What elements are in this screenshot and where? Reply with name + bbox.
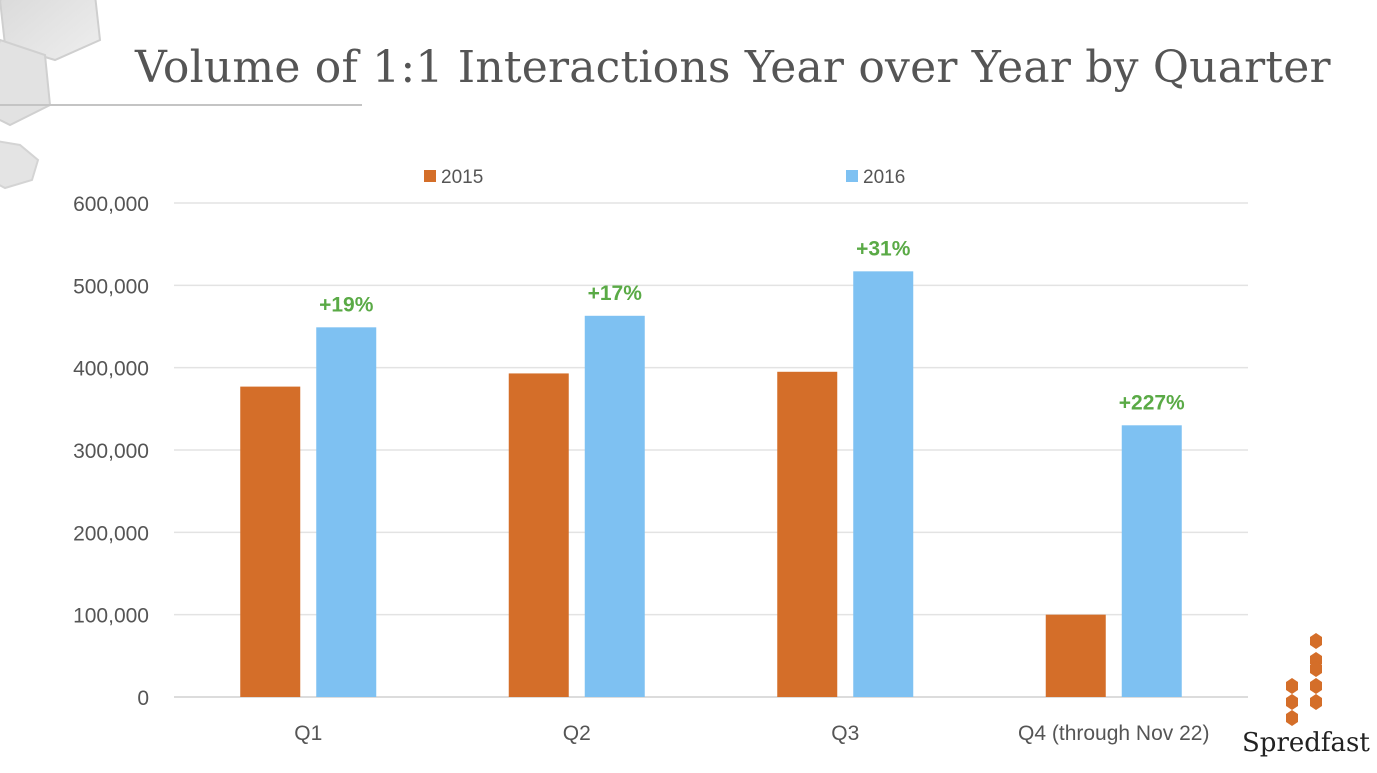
bar-2016-4	[1121, 425, 1182, 697]
title-divider	[0, 104, 362, 106]
spredfast-logo-text: Spredfast	[1242, 728, 1370, 758]
legend: 2015 2016	[424, 167, 905, 188]
decorative-hexagon-pattern	[0, 0, 102, 190]
chart-title: Volume of 1:1 Interactions Year over Yea…	[135, 42, 1331, 93]
x-tick-label: Q4 (through Nov 22)	[1018, 722, 1209, 745]
percent-change-label: +19%	[319, 293, 374, 316]
x-tick-label: Q3	[831, 722, 859, 745]
legend-swatch-2015	[424, 170, 436, 182]
bar-2016-2	[584, 315, 645, 697]
x-tick-label: Q2	[563, 722, 591, 745]
legend-swatch-2016	[846, 170, 858, 182]
bars	[240, 271, 1182, 697]
y-tick-label: 600,000	[73, 193, 149, 216]
y-tick-label: 0	[137, 687, 149, 710]
bar-2016-1	[316, 327, 377, 697]
percent-change-labels: +19% +17% +31% +227%	[319, 237, 1185, 414]
x-axis-tick-labels: Q1 Q2 Q3 Q4 (through Nov 22)	[294, 722, 1209, 745]
y-tick-label: 500,000	[73, 275, 149, 298]
bar-2015-3	[777, 371, 838, 697]
bar-2015-1	[240, 386, 301, 697]
x-tick-label: Q1	[294, 722, 322, 745]
y-tick-label: 200,000	[73, 522, 149, 545]
percent-change-label: +31%	[856, 237, 911, 260]
bar-2015-2	[508, 373, 569, 697]
y-tick-label: 400,000	[73, 358, 149, 381]
bar-2016-3	[853, 271, 914, 697]
y-tick-label: 300,000	[73, 440, 149, 463]
spredfast-logo-icon	[1286, 633, 1322, 726]
legend-label: 2016	[863, 167, 905, 188]
percent-change-label: +17%	[588, 282, 643, 305]
bar-2015-4	[1045, 614, 1106, 697]
percent-change-label: +227%	[1119, 391, 1185, 414]
y-tick-label: 100,000	[73, 605, 149, 628]
y-axis-tick-labels: 0 100,000 200,000 300,000 400,000 500,000 600,…	[73, 193, 149, 710]
legend-label: 2015	[441, 167, 483, 188]
